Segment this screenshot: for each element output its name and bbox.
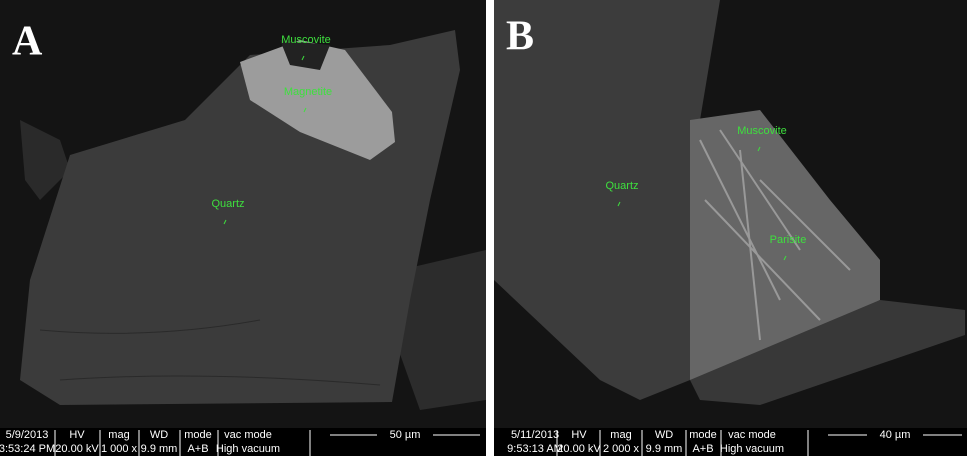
- info-header: mode: [689, 429, 717, 441]
- info-header: HV: [571, 429, 587, 441]
- info-value: 20.00 kV: [55, 443, 99, 455]
- info-value: High vacuum: [216, 443, 280, 455]
- info-header: vac mode: [224, 429, 272, 441]
- scale-label: 40 µm: [880, 429, 911, 441]
- info-value: 9.9 mm: [141, 443, 178, 455]
- panel-b-image: [494, 0, 967, 428]
- info-header: mag: [610, 429, 631, 441]
- annotation: Quartz: [605, 180, 638, 192]
- info-date: 5/9/2013: [6, 429, 49, 441]
- annotation: Magnetite: [284, 86, 332, 98]
- info-value: A+B: [692, 443, 713, 455]
- info-time: 9:53:13 AM: [507, 443, 563, 455]
- panel-label: B: [506, 14, 534, 60]
- annotation: Parisite: [770, 234, 807, 246]
- panel-label: A: [12, 19, 43, 65]
- annotation: Quartz: [211, 198, 244, 210]
- info-time: 3:53:24 PM: [0, 443, 55, 455]
- info-header: WD: [150, 429, 168, 441]
- info-header: mode: [184, 429, 212, 441]
- annotation: Muscovite: [737, 125, 787, 137]
- info-header: WD: [655, 429, 673, 441]
- info-value: 2 000 x: [603, 443, 640, 455]
- info-header: vac mode: [728, 429, 776, 441]
- figure: A Muscovite Magnetite Quartz 5/9/2013 3:53:24…: [0, 0, 967, 456]
- info-header: HV: [69, 429, 85, 441]
- info-value: A+B: [187, 443, 208, 455]
- info-value: 20.00 kV: [557, 443, 601, 455]
- info-header: mag: [108, 429, 129, 441]
- panel-a-image: [0, 0, 486, 428]
- annotation: Muscovite: [281, 34, 331, 46]
- info-value: 9.9 mm: [646, 443, 683, 455]
- info-value: 1 000 x: [101, 443, 138, 455]
- info-date: 5/11/2013: [511, 429, 559, 441]
- scale-label: 50 µm: [390, 429, 421, 441]
- info-value: High vacuum: [720, 443, 784, 455]
